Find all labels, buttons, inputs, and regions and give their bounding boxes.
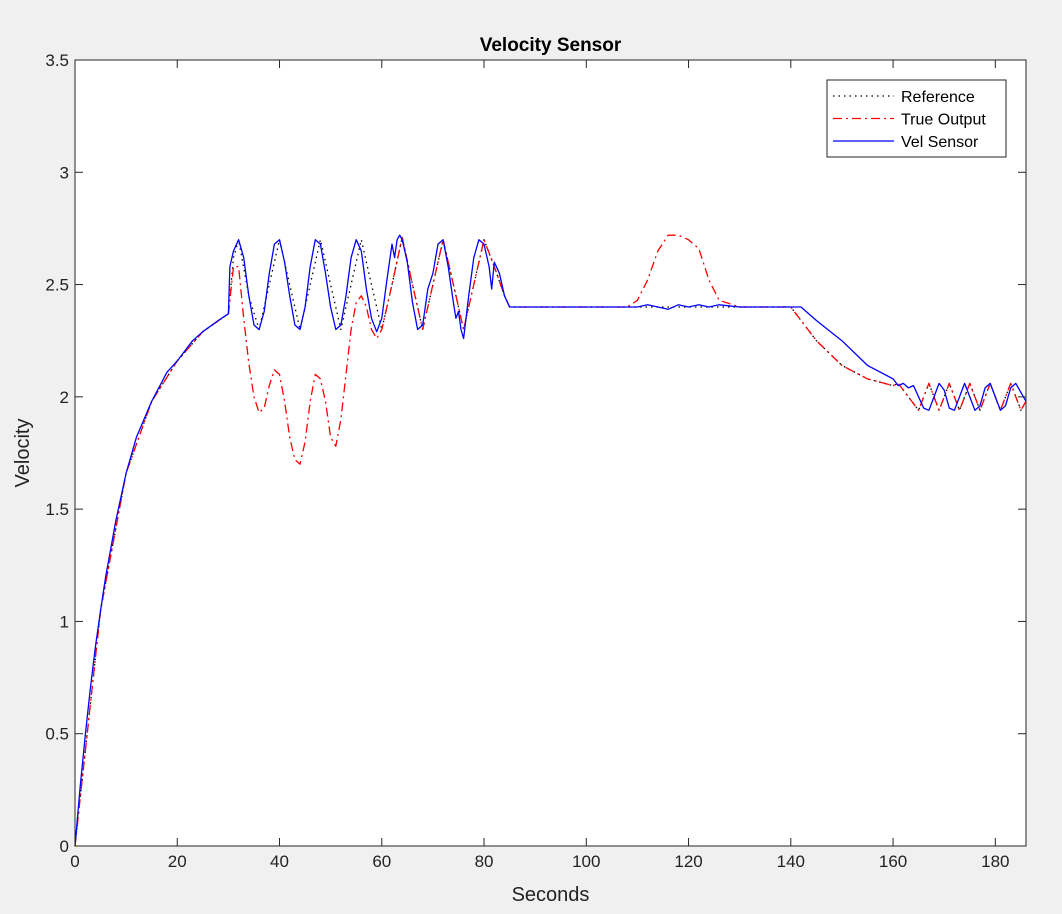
x-tick-label: 0 (70, 852, 79, 871)
series-line-true-output (74, 234, 1027, 847)
y-axis-label: Velocity (12, 419, 34, 488)
x-tick-label: 120 (674, 852, 702, 871)
legend-label: True Output (901, 112, 986, 129)
y-tick-label: 1.5 (45, 500, 69, 519)
legend: Reference True Output Vel Sensor (826, 79, 1007, 158)
legend-label: Reference (901, 89, 975, 106)
y-tick-label: 2.5 (45, 276, 69, 295)
series-line-reference (74, 236, 1027, 847)
axes-layer: 0 20 40 60 80 100 120 140 160 180 0 0.5 1 1.5 2 2.5 3 3.5 (45, 51, 1027, 871)
x-tick-label: 40 (270, 852, 289, 871)
x-tick-label: 60 (372, 852, 391, 871)
y-tick-label: 0.5 (45, 725, 69, 744)
y-tick-label: 3 (60, 163, 69, 182)
x-tick-label: 100 (572, 852, 600, 871)
x-tick-label: 80 (475, 852, 494, 871)
x-tick-label: 140 (777, 852, 805, 871)
chart-title: Velocity Sensor (480, 35, 622, 56)
plot-area (75, 60, 1026, 846)
y-tick-label: 0 (60, 837, 69, 856)
y-tick-label: 2 (60, 388, 69, 407)
series-layer (74, 234, 1027, 847)
x-tick-label: 180 (981, 852, 1009, 871)
legend-label: Vel Sensor (901, 134, 979, 151)
y-tick-label: 1 (60, 612, 69, 631)
y-tick-label: 3.5 (45, 51, 69, 70)
x-tick-label: 20 (168, 852, 187, 871)
x-tick-label: 160 (879, 852, 907, 871)
axes-box (74, 59, 1027, 847)
series-line-vel-sensor (74, 234, 1027, 847)
x-axis-label: Seconds (512, 884, 590, 906)
